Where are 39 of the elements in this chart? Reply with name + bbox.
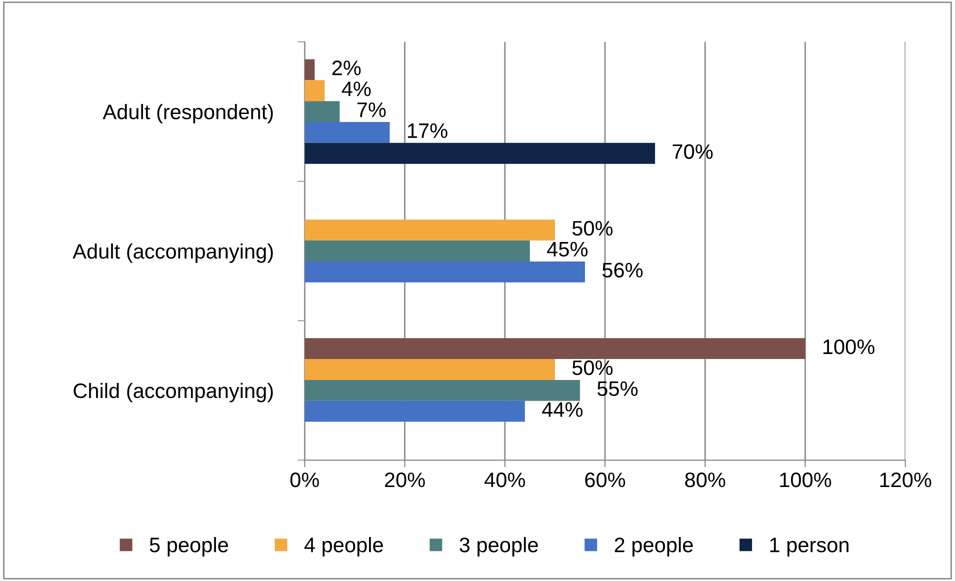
y-tick-label: Adult (accompanying) xyxy=(72,243,273,263)
x-tick-label: 20% xyxy=(384,472,425,488)
legend-label: 5 people xyxy=(150,537,228,556)
data-label: 45% xyxy=(547,242,588,257)
legend-label: 1 person xyxy=(770,538,848,556)
x-tick-label: 80% xyxy=(685,472,726,488)
y-tick-label: Child (accompanying) xyxy=(74,382,273,402)
bar xyxy=(304,80,325,102)
bar xyxy=(304,338,806,360)
bar xyxy=(304,400,525,422)
x-tick-label: 100% xyxy=(780,472,832,488)
bar xyxy=(304,142,656,164)
data-label: 2% xyxy=(332,60,361,76)
data-label: 7% xyxy=(357,102,386,118)
legend-label: 3 people xyxy=(460,537,538,556)
bar xyxy=(304,59,315,80)
legend-label: 4 people xyxy=(304,537,383,556)
x-tick-label: 40% xyxy=(484,472,525,488)
data-label: 44% xyxy=(542,402,583,417)
y-tick-label: Adult (respondent) xyxy=(102,104,273,124)
data-label: 50% xyxy=(572,220,613,236)
bar xyxy=(304,101,340,122)
bar xyxy=(304,359,555,380)
bar xyxy=(304,261,585,282)
x-tick-label: 0% xyxy=(290,472,319,488)
data-label: 56% xyxy=(602,262,643,278)
bar xyxy=(304,240,530,262)
bar xyxy=(304,220,555,241)
data-label: 70% xyxy=(672,144,713,159)
legend-label: 2 people xyxy=(614,537,693,556)
data-label: 17% xyxy=(408,123,448,138)
data-label: 50% xyxy=(572,360,613,376)
bar xyxy=(304,122,390,143)
data-label: 55% xyxy=(597,381,638,396)
data-label: 100% xyxy=(823,339,874,354)
bar xyxy=(304,380,580,401)
x-tick-label: 60% xyxy=(585,472,626,488)
data-label: 4% xyxy=(342,82,371,96)
x-tick-label: 120% xyxy=(880,472,932,488)
